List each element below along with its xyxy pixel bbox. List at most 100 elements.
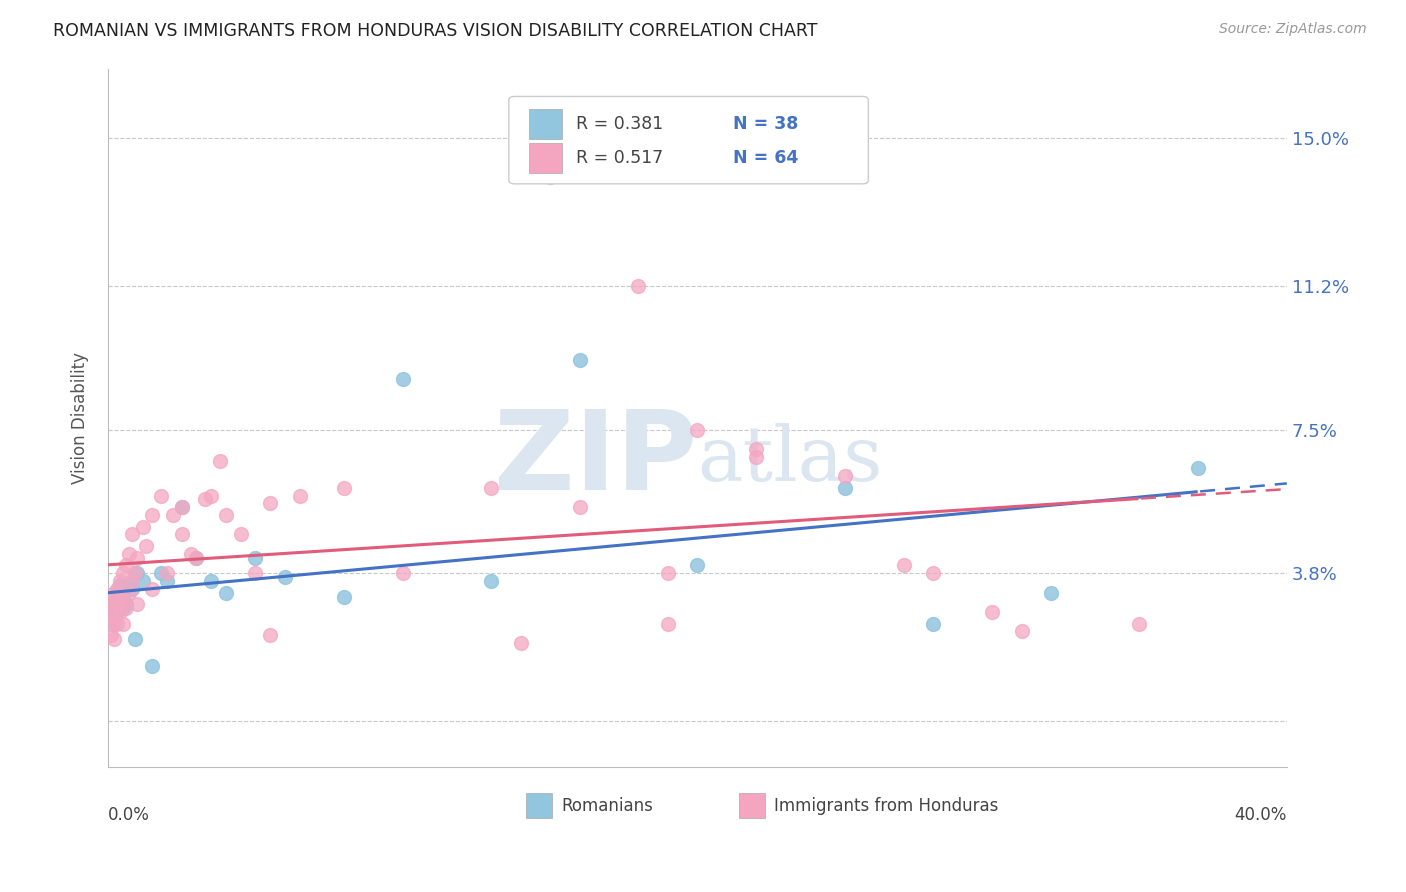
Point (657, 566, 679, 581)
Point (132, 574, 155, 588)
Point (156, 566, 179, 581)
Y-axis label: Vision Disability: Vision Disability (72, 352, 89, 484)
Point (245, 550, 267, 565)
Point (245, 566, 267, 581)
Text: atlas: atlas (697, 423, 883, 497)
Point (274, 570, 297, 584)
Point (100, 616, 122, 631)
Point (105, 605, 128, 619)
Point (121, 574, 143, 588)
FancyBboxPatch shape (509, 96, 869, 184)
Point (745, 442, 768, 456)
Point (124, 566, 146, 581)
Point (259, 496, 281, 510)
Point (108, 574, 131, 588)
Point (215, 508, 238, 522)
Point (108, 578, 131, 592)
Point (200, 489, 222, 503)
FancyBboxPatch shape (529, 143, 562, 172)
Point (141, 582, 163, 596)
Point (568, 352, 591, 367)
Point (111, 593, 134, 607)
Point (121, 527, 143, 541)
Point (111, 566, 134, 581)
Point (200, 574, 222, 588)
Point (100, 593, 122, 607)
Point (657, 616, 679, 631)
Point (922, 566, 945, 581)
Point (332, 590, 354, 604)
Point (627, 279, 650, 293)
Point (111, 590, 134, 604)
Point (132, 519, 155, 533)
Text: Immigrants from Honduras: Immigrants from Honduras (775, 797, 998, 814)
Point (117, 585, 139, 599)
Text: N = 64: N = 64 (733, 149, 799, 167)
Point (103, 608, 125, 623)
Point (1187, 461, 1209, 475)
Point (103, 601, 125, 615)
Point (117, 578, 139, 592)
Point (105, 616, 128, 631)
Point (105, 593, 128, 607)
Point (124, 632, 146, 647)
Point (127, 550, 149, 565)
Point (981, 605, 1004, 619)
Point (121, 582, 143, 596)
Point (259, 628, 281, 642)
Point (103, 585, 125, 599)
Point (127, 566, 149, 581)
Point (1011, 624, 1033, 639)
Point (538, 170, 561, 185)
Point (893, 558, 915, 573)
Point (332, 481, 354, 495)
Point (391, 372, 413, 386)
FancyBboxPatch shape (738, 793, 765, 818)
Point (208, 453, 231, 467)
Text: 0.0%: 0.0% (108, 806, 150, 824)
Point (479, 574, 502, 588)
Point (834, 481, 856, 495)
Text: R = 0.517: R = 0.517 (576, 149, 664, 167)
Point (103, 608, 125, 623)
Point (103, 597, 125, 611)
Point (114, 597, 136, 611)
Text: R = 0.381: R = 0.381 (576, 115, 664, 133)
Point (186, 550, 208, 565)
Point (170, 527, 193, 541)
Text: ROMANIAN VS IMMIGRANTS FROM HONDURAS VISION DISABILITY CORRELATION CHART: ROMANIAN VS IMMIGRANTS FROM HONDURAS VIS… (53, 22, 818, 40)
Point (114, 601, 136, 615)
Point (922, 616, 945, 631)
Point (170, 500, 193, 515)
Point (100, 613, 122, 627)
Point (186, 550, 208, 565)
Point (1128, 616, 1150, 631)
Point (100, 605, 122, 619)
FancyBboxPatch shape (529, 110, 562, 139)
Point (105, 585, 128, 599)
Point (391, 566, 413, 581)
Point (100, 605, 122, 619)
Point (834, 469, 856, 483)
Point (150, 489, 173, 503)
Point (150, 566, 173, 581)
FancyBboxPatch shape (526, 793, 553, 818)
Point (686, 423, 709, 437)
Point (229, 527, 252, 541)
Point (170, 500, 193, 515)
Point (479, 481, 502, 495)
Point (194, 492, 217, 507)
Text: N = 38: N = 38 (733, 115, 799, 133)
Point (111, 616, 134, 631)
Point (108, 597, 131, 611)
Text: 40.0%: 40.0% (1234, 806, 1286, 824)
Point (686, 558, 709, 573)
Point (156, 574, 179, 588)
Point (103, 593, 125, 607)
Point (141, 508, 163, 522)
Point (108, 590, 131, 604)
Point (105, 582, 128, 596)
Text: Source: ZipAtlas.com: Source: ZipAtlas.com (1219, 22, 1367, 37)
Point (108, 605, 131, 619)
Point (568, 500, 591, 515)
